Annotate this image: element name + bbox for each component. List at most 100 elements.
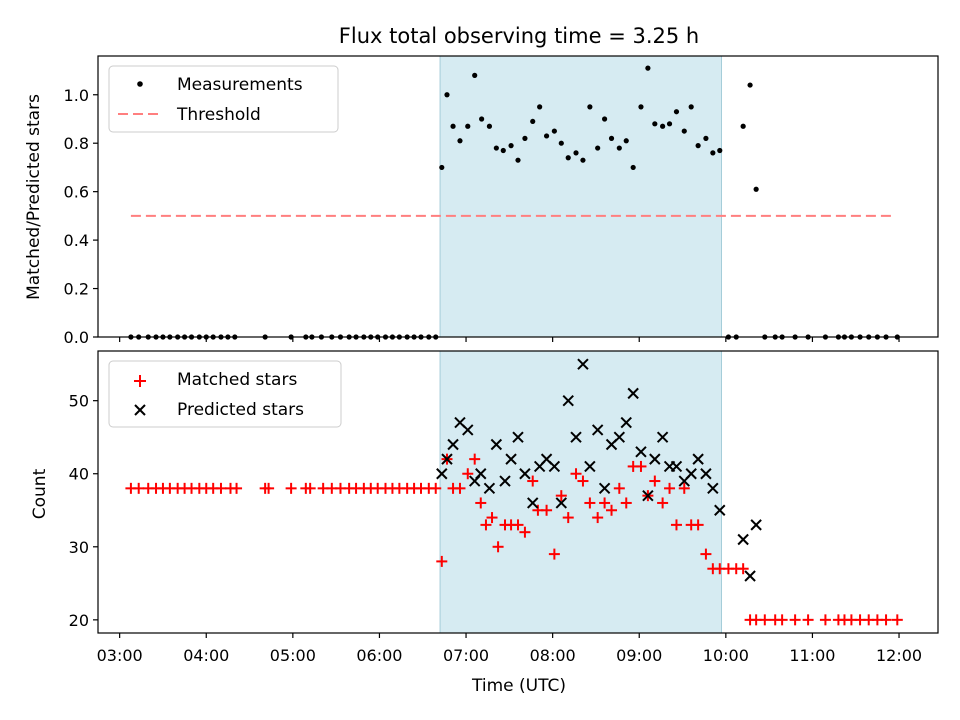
measurement-point [551, 128, 557, 134]
predicted-star-point [548, 460, 561, 473]
matched-star-point [606, 504, 618, 516]
predicted-star-point [499, 475, 511, 487]
matched-star-point [880, 614, 892, 626]
predicted-star-point [649, 453, 661, 465]
bottom-y-ticks: 20 30 40 50 [69, 392, 98, 630]
chart-title: Flux total observing time = 3.25 h [339, 24, 699, 48]
legend-threshold-label: Threshold [176, 105, 261, 125]
bottom-legend: Matched stars Predicted stars [108, 360, 342, 428]
matched-star-point [475, 497, 487, 509]
predicted-star-point [642, 489, 654, 502]
matched-star-point [469, 453, 481, 465]
matched-star-point [599, 497, 611, 509]
predicted-star-point [692, 453, 704, 465]
measurement-point [608, 135, 615, 141]
x-tick-label: 07:00 [443, 646, 489, 665]
top-y-tick-label: 0.2 [64, 280, 89, 299]
matched-star-point [789, 614, 801, 626]
measurement-point [601, 116, 608, 122]
top-x-ticks [119, 337, 900, 342]
measurement-point [616, 145, 622, 151]
top-highlight-span [439, 55, 723, 338]
matched-star-point [802, 614, 814, 626]
measurement-point [587, 104, 593, 110]
measurement-point [710, 150, 716, 156]
predicted-star-point [744, 570, 756, 582]
matched-star-point [776, 614, 788, 626]
legend-measurements-label: Measurements [177, 75, 303, 95]
measurement-point [573, 150, 579, 156]
matched-star-point [649, 475, 661, 487]
predicted-star-point [447, 438, 459, 451]
top-legend: Measurements Threshold [108, 65, 339, 133]
x-tick-label: 04:00 [183, 646, 229, 665]
bottom-legend-box [108, 360, 342, 428]
bottom-highlight-span [439, 350, 723, 634]
measurement-point [500, 147, 506, 154]
measurement-point [515, 157, 521, 163]
predicted-star-point [436, 468, 448, 480]
top-y-tick-label: 0.6 [64, 183, 89, 202]
x-tick-label: 08:00 [530, 646, 576, 665]
measurement-point [543, 133, 550, 139]
predicted-star-point [483, 482, 496, 495]
x-tick-label: 11:00 [789, 646, 835, 665]
x-tick-label: 12:00 [876, 646, 922, 665]
matched-star-point [430, 482, 442, 494]
matched-star-point [759, 614, 771, 626]
matched-star-point [263, 482, 275, 494]
top-plot-frame [97, 55, 939, 338]
top-y-tick-label: 0.4 [64, 231, 89, 250]
matched-star-point [584, 497, 596, 509]
measurement-point [558, 140, 564, 146]
measurement-point [457, 138, 463, 144]
predicted-star-point [627, 387, 639, 400]
matched-star-point [678, 482, 690, 494]
measurement-point [493, 145, 499, 151]
measurement-point [740, 123, 746, 129]
matched-star-point [819, 614, 831, 626]
matched-star-point [548, 548, 560, 560]
bottom-y-tick-label: 20 [69, 611, 89, 630]
measurement-point [630, 164, 636, 171]
matched-star-point [692, 519, 704, 531]
measurement-point [753, 186, 759, 192]
matched-star-point [635, 460, 647, 472]
predicted-star-point [750, 519, 762, 531]
predicted-star-point [577, 358, 589, 370]
matched-star-point [215, 482, 227, 494]
matched-star-point [512, 519, 524, 531]
matched-star-point [700, 548, 712, 560]
measurement-point [444, 92, 450, 98]
predicted-star-point [555, 497, 568, 509]
predicted-star-point [505, 453, 517, 465]
predicted-star-point [670, 460, 683, 473]
measurement-point [638, 104, 644, 110]
x-tick-label: 10:00 [703, 646, 749, 665]
predicted-star-point [737, 533, 749, 546]
predicted-star-point [613, 431, 626, 443]
measurement-point [660, 123, 666, 129]
bottom-plot-frame [97, 350, 939, 634]
top-legend-box [108, 65, 339, 133]
bottom-y-tick-label: 30 [69, 538, 89, 557]
measurement-point [439, 164, 445, 171]
matched-star-point [620, 497, 632, 509]
legend-matched-label: Matched stars [177, 370, 297, 390]
measurement-point [747, 82, 753, 88]
predicted-star-point [462, 424, 474, 436]
top-panel: 0.0 0.2 0.4 0.6 0.8 1.0 Matched/Predicted sta… [24, 55, 939, 347]
x-tick-label: 05:00 [270, 646, 316, 665]
x-tick-label: 09:00 [616, 646, 662, 665]
predicted-star-point [441, 453, 453, 465]
matched-star-point [562, 512, 574, 524]
top-y-tick-label: 0.0 [64, 328, 89, 347]
measurement-point [623, 138, 629, 144]
predicted-star-point [519, 468, 531, 480]
matched-star-point [527, 475, 539, 487]
legend-predicted-marker [134, 404, 146, 416]
legend-predicted-label: Predicted stars [177, 400, 304, 420]
matched-star-point [436, 555, 448, 567]
matched-star-point [454, 482, 466, 494]
